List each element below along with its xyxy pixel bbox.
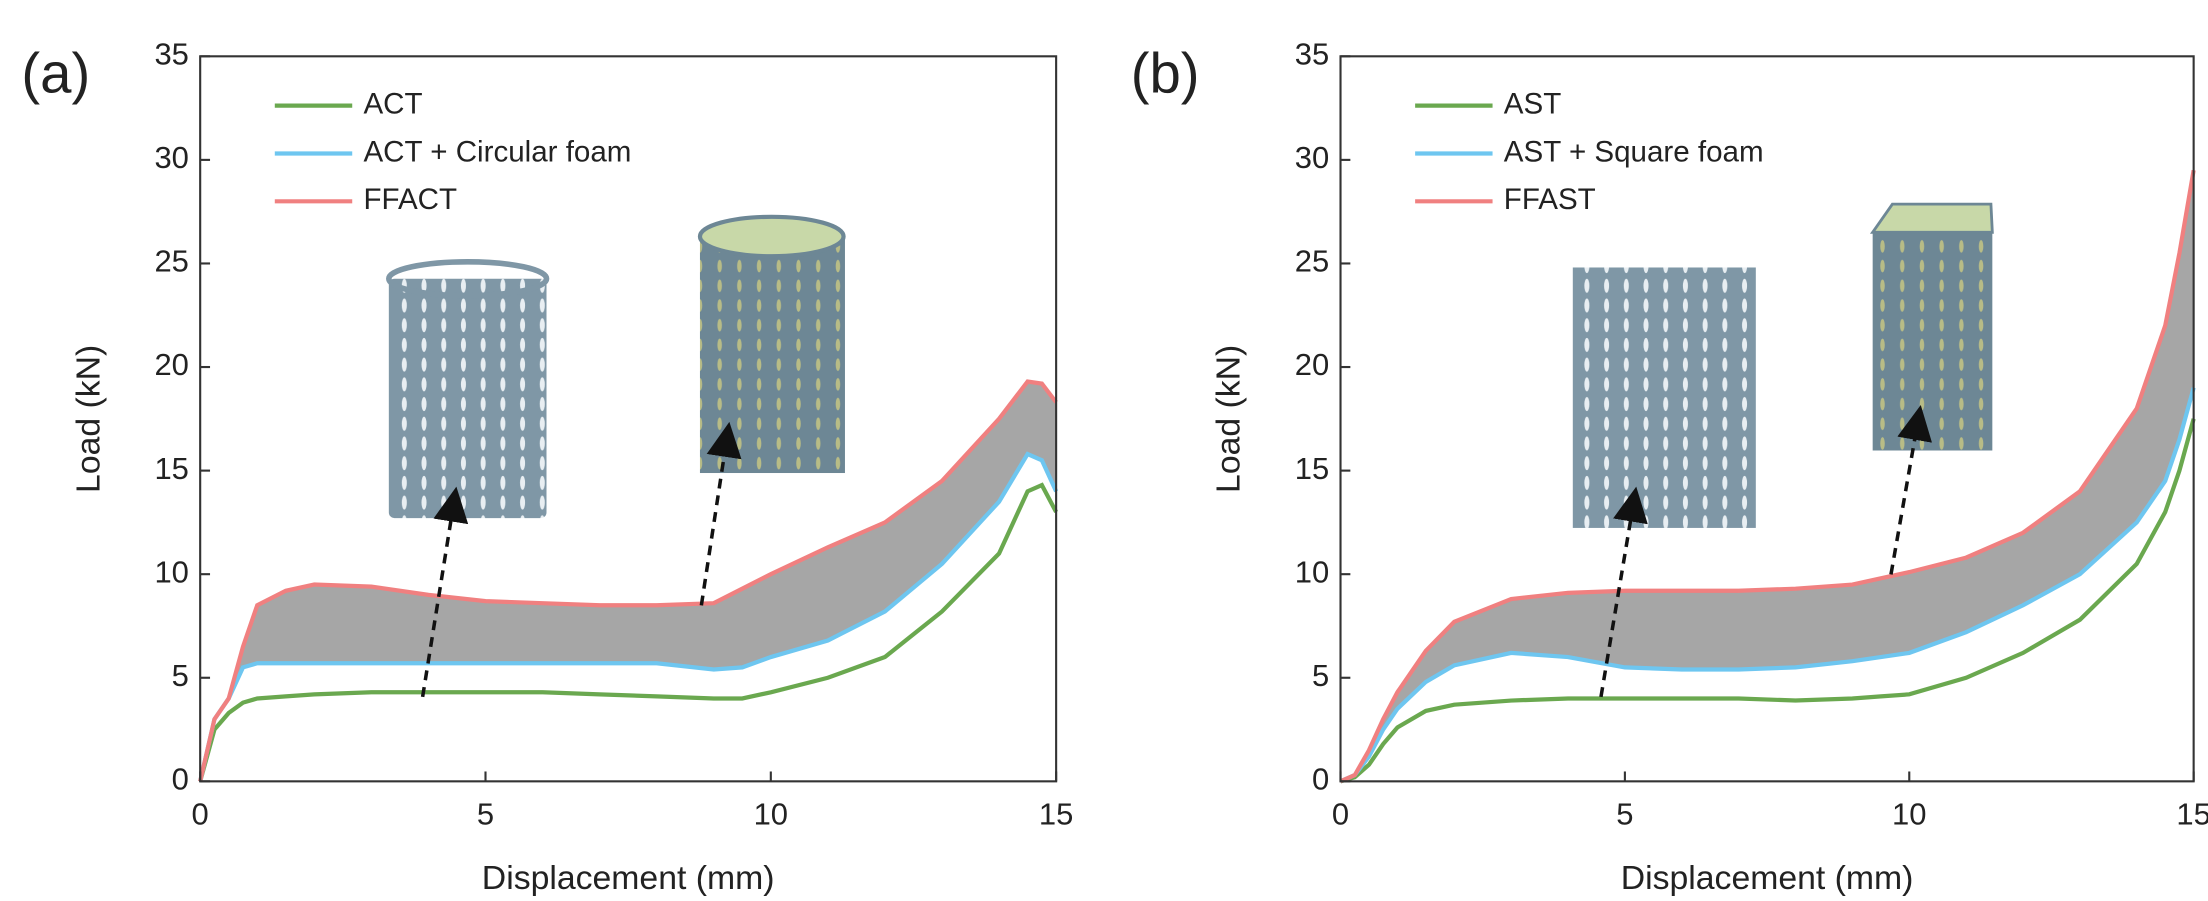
y-tick-label: 0 (1312, 762, 1329, 797)
y-tick-label: 15 (1295, 451, 1329, 486)
series-line (1341, 388, 2194, 782)
y-tick-label: 5 (1312, 658, 1329, 693)
x-tick-label: 15 (1039, 797, 1073, 832)
page: {"chart_data": [ {"type": "line", "panel… (0, 0, 2208, 901)
x-tick-label: 0 (1332, 797, 1349, 832)
y-tick-label: 20 (1295, 347, 1329, 382)
y-tick-label: 10 (154, 554, 188, 589)
legend-label: AST (1504, 87, 1561, 120)
legend-label: AST + Square foam (1504, 135, 1764, 168)
legend-label: ACT (363, 87, 422, 120)
y-tick-label: 35 (154, 37, 188, 72)
y-tick-label: 30 (1295, 140, 1329, 175)
shaded-band (200, 382, 1056, 782)
legend-label: ACT + Circular foam (363, 135, 631, 168)
legend-label: FFAST (1504, 183, 1596, 216)
legend-label: FFACT (363, 183, 457, 216)
x-axis-label: Displacement (mm) (1621, 859, 1914, 897)
y-tick-label: 10 (1295, 554, 1329, 589)
panel-label: (b) (1131, 41, 1200, 104)
x-axis-label: Displacement (mm) (482, 859, 775, 897)
figure: AST AST + Square foam FFAST 0 5 10 15 0 5 10 15 20 2… (0, 0, 2208, 901)
y-axis-label: Load (kN) (1210, 345, 1248, 493)
y-tick-label: 35 (1295, 37, 1329, 72)
shaded-band (1341, 170, 2194, 781)
x-tick-label: 5 (1616, 797, 1633, 832)
y-tick-label: 20 (154, 347, 188, 382)
y-tick-label: 25 (1295, 244, 1329, 279)
series-line (1341, 170, 2194, 781)
chart: ACT ACT + Circular foam FFACT 0 5 10 15 0 5 10 15 2… (21, 37, 1073, 897)
x-tick-label: 10 (754, 797, 788, 832)
plot-frame (1341, 56, 2194, 781)
x-tick-label: 5 (477, 797, 494, 832)
x-tick-label: 10 (1892, 797, 1926, 832)
y-tick-label: 5 (172, 658, 189, 693)
y-tick-label: 25 (154, 244, 188, 279)
y-tick-label: 0 (172, 762, 189, 797)
x-tick-label: 0 (192, 797, 209, 832)
y-axis-label: Load (kN) (69, 345, 107, 493)
series-line (200, 382, 1056, 782)
y-tick-label: 15 (154, 451, 188, 486)
panel-label: (a) (21, 41, 90, 104)
y-tick-label: 30 (154, 140, 188, 175)
x-tick-label: 15 (2176, 797, 2208, 832)
